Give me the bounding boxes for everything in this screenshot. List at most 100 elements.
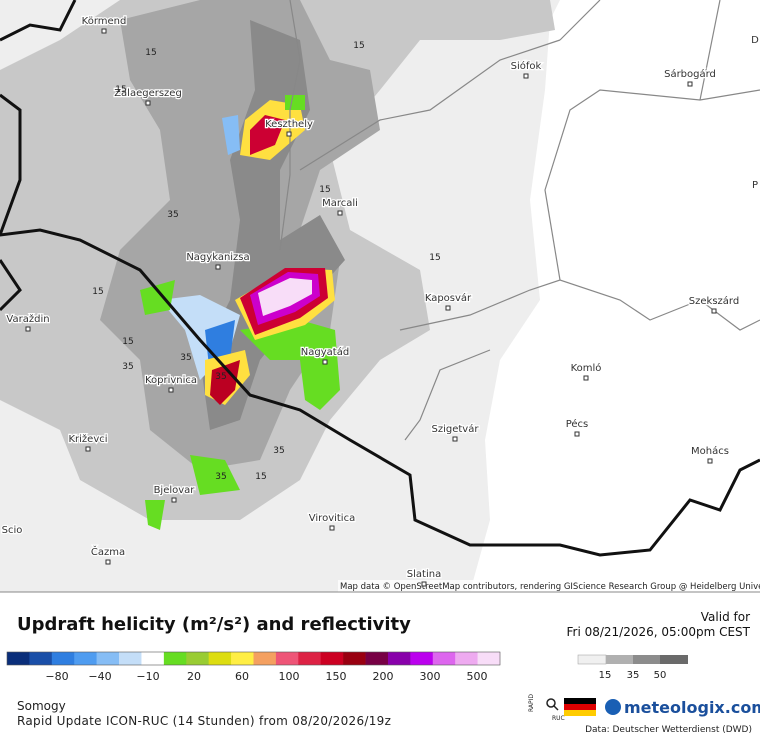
colorbar-swatch <box>96 652 120 665</box>
city-marker <box>25 326 31 332</box>
city-label: P <box>752 180 758 191</box>
no-precip-area <box>470 0 760 592</box>
contour-label: 35 <box>167 210 178 220</box>
brand-icon <box>605 699 621 715</box>
colorbar-label: −10 <box>136 670 159 683</box>
attribution: Map data © OpenStreetMap contributors, r… <box>340 582 760 592</box>
logo-rapid: RAPID <box>528 694 535 712</box>
flag-stripe <box>564 698 596 704</box>
helicity-cell <box>240 320 340 410</box>
colorbar-swatch <box>477 652 501 665</box>
colorbar-swatch <box>633 655 660 664</box>
region: Somogy <box>17 699 66 713</box>
logo: RAPID RUC meteologix.com Data: Deutscher… <box>528 694 760 735</box>
contour-label: 15 <box>92 287 103 297</box>
city-marker <box>523 73 529 79</box>
colorbar-label: 500 <box>467 670 488 683</box>
helicity-colorbar <box>6 651 501 666</box>
city-label: Virovitica <box>309 513 355 524</box>
helicity-cell <box>250 115 285 155</box>
city-label: Szekszárd <box>689 295 739 307</box>
country-border <box>0 0 760 557</box>
colorbar-label: 100 <box>279 670 300 683</box>
colorbar-swatch <box>51 652 75 665</box>
colorbar-swatch <box>365 652 389 665</box>
colorbar-swatch <box>29 652 53 665</box>
city-label: Zalaegerszeg <box>114 88 182 99</box>
colorbar-swatch <box>231 652 254 665</box>
city-marker <box>171 497 177 503</box>
city-marker <box>452 436 458 442</box>
contour-label: 15 <box>319 185 330 195</box>
colorbar-label: 200 <box>373 670 394 683</box>
logo-ruc: RUC <box>552 715 565 722</box>
colorbar-swatch <box>343 652 366 665</box>
city-labels: Körmend Zalaegerszeg Keszthely Siófok Sá… <box>0 15 760 587</box>
city-label: Varaždin <box>6 313 49 325</box>
colorbar-swatch <box>432 652 456 665</box>
city-marker <box>337 210 343 216</box>
reflectivity-colorbar: 15 35 50 <box>577 654 688 681</box>
colorbar-swatch <box>186 652 209 665</box>
contour-label: 15 <box>145 48 156 58</box>
city-marker <box>583 375 589 381</box>
city-label: Koprivnica <box>145 375 197 386</box>
city-marker <box>445 305 451 311</box>
city-label: D <box>751 35 759 46</box>
city-label: Szigetvár <box>432 423 480 435</box>
city-marker <box>421 581 427 587</box>
colorbar-label: −80 <box>45 670 68 683</box>
city-label: Sárbogárd <box>664 68 716 80</box>
brand: meteologix.com <box>624 698 760 717</box>
colorbar-swatch <box>320 652 344 665</box>
colorbar-swatch <box>141 652 165 665</box>
city-marker <box>687 81 693 87</box>
colorbar-swatch <box>387 652 411 665</box>
contour-label: 15 <box>122 337 133 347</box>
city-label: Čazma <box>91 545 125 558</box>
helicity-cell <box>210 360 240 405</box>
city-label: Pécs <box>566 418 589 430</box>
city-label: Križevci <box>68 433 107 445</box>
city-label: Mohács <box>691 445 729 457</box>
colorbar-label: −40 <box>88 670 111 683</box>
city-marker <box>574 431 580 437</box>
colorbar-label: 60 <box>235 670 249 683</box>
flag-stripe <box>564 704 596 710</box>
city-marker <box>711 308 717 314</box>
flag-stripe <box>564 710 596 716</box>
colorbar-label: 300 <box>420 670 441 683</box>
city-marker <box>101 28 107 34</box>
city-label: Komló <box>571 362 602 374</box>
city-marker <box>286 131 292 137</box>
city-marker <box>105 559 111 565</box>
city-marker <box>707 458 713 464</box>
colorbar-swatch <box>577 654 607 665</box>
city-marker <box>329 525 335 531</box>
model-run: Rapid Update ICON-RUC (14 Stunden) from … <box>17 714 391 728</box>
colorbar-swatch <box>7 652 30 665</box>
colorbar-swatch <box>208 652 232 665</box>
contour-label: 35 <box>273 446 284 456</box>
data-source: Data: Deutscher Wetterdienst (DWD) <box>585 725 752 735</box>
contour-label: 15 <box>353 41 364 51</box>
city-label: Nagykanizsa <box>186 252 249 263</box>
city-marker <box>145 100 151 106</box>
attribution-bg <box>338 580 760 592</box>
colorbar-label: 35 <box>627 670 640 681</box>
helicity-cell <box>222 115 240 155</box>
colorbar-label: 50 <box>654 670 667 681</box>
colorbar-swatch <box>119 652 142 665</box>
colorbar-swatch <box>606 655 633 664</box>
colorbar-swatch <box>410 652 434 665</box>
logo-icon <box>546 698 556 708</box>
colorbar-swatch <box>660 655 688 664</box>
city-label: Keszthely <box>265 119 313 130</box>
colorbar-swatch <box>163 652 187 665</box>
city-label: Scio <box>2 525 23 536</box>
city-label: Nagyatád <box>301 346 349 358</box>
country-border <box>0 259 22 312</box>
city-label: Bjelovar <box>154 485 196 496</box>
